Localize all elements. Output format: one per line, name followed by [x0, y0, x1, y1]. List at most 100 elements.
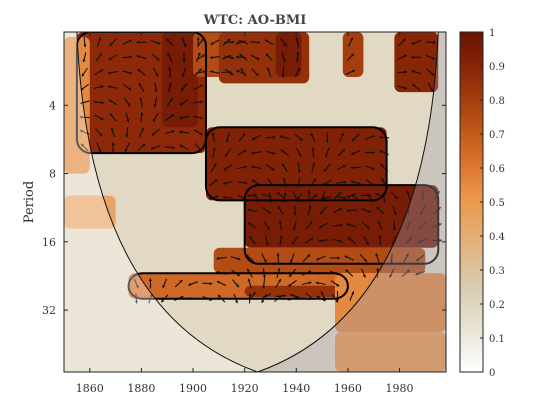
phase-arrow-head [272, 151, 276, 155]
phase-arrow-head [290, 259, 294, 263]
phase-arrow-head [216, 280, 220, 284]
phase-arrow-head [100, 85, 104, 89]
phase-arrow-head [124, 148, 128, 152]
phase-arrow-head [368, 193, 371, 198]
phase-arrow-head [281, 74, 285, 78]
phase-arrow-head [267, 210, 271, 214]
phase-arrow-head [310, 237, 314, 241]
colorbar-tick-label: 0.3 [489, 266, 505, 277]
phase-arrow-head [343, 180, 347, 184]
phase-arrow-head [228, 54, 232, 58]
phase-arrow-head [282, 59, 286, 63]
phase-arrow-head [154, 89, 158, 93]
phase-arrow-head [179, 116, 182, 120]
coi-shade-left [64, 32, 258, 372]
phase-arrow-head [278, 279, 281, 283]
phase-arrow-head [294, 196, 298, 200]
phase-arrow-head [247, 278, 251, 282]
phase-arrow-head [151, 132, 155, 136]
phase-arrow-head [168, 82, 172, 86]
phase-arrow-head [371, 135, 375, 139]
phase-arrow-head [235, 300, 238, 304]
phase-arrow-head [325, 154, 328, 158]
phase-arrow-head [240, 67, 244, 71]
x-tick-label: 1880 [127, 382, 155, 395]
coherence-cell [275, 32, 302, 77]
phase-arrow-head [244, 181, 248, 185]
y-tick-label: 4 [49, 99, 56, 112]
phase-arrow-head [108, 99, 112, 103]
phase-arrow-head [215, 195, 219, 199]
phase-arrow-head [283, 192, 287, 196]
phase-arrow-head [155, 73, 159, 77]
phase-arrow-head [142, 144, 146, 147]
phase-arrow-head [325, 139, 329, 143]
phase-arrow-head [288, 283, 292, 287]
phase-arrow-head [199, 132, 203, 135]
phase-arrow-head [230, 72, 234, 76]
y-tick-label: 16 [42, 236, 56, 249]
phase-arrow-head [210, 70, 213, 74]
phase-arrow-head [312, 162, 316, 166]
colorbar-tick-label: 0 [489, 368, 495, 379]
phase-arrow-head [252, 292, 256, 296]
phase-arrow-head [139, 97, 143, 101]
colorbar-tick-label: 0.5 [489, 198, 505, 209]
phase-arrow-head [101, 101, 104, 105]
phase-arrow-head [350, 37, 353, 41]
phase-arrow-head [110, 127, 114, 131]
phase-arrow-head [297, 169, 301, 173]
phase-arrow-head [153, 104, 157, 108]
phase-arrow-head [81, 143, 84, 147]
phase-arrow-head [265, 242, 269, 246]
coherence-cell [394, 32, 439, 93]
x-tick-label: 1980 [386, 382, 414, 395]
phase-arrow-head [412, 84, 416, 87]
phase-arrow-head [251, 165, 255, 169]
phase-arrow-head [308, 270, 312, 274]
phase-arrow-head [346, 208, 350, 213]
phase-arrow-head [108, 57, 112, 60]
phase-arrow-head [223, 181, 226, 185]
phase-arrow-head [411, 70, 415, 73]
phase-arrow-head [282, 163, 285, 167]
phase-arrow-head [340, 132, 344, 136]
coherence-cell [244, 285, 361, 297]
phase-arrow-head [196, 37, 200, 40]
phase-arrow-head [197, 52, 201, 56]
phase-arrow-head [200, 100, 204, 104]
phase-arrow-head [344, 255, 348, 259]
phase-arrow-head [256, 56, 260, 60]
y-axis-label: Period [22, 181, 37, 223]
phase-arrow-head [264, 39, 268, 43]
phase-arrow-head [283, 294, 286, 298]
phase-arrow-head [430, 88, 434, 92]
phase-arrow-head [319, 225, 323, 228]
phase-arrow-head [324, 168, 327, 172]
coherence-cell [64, 195, 116, 229]
phase-arrow-head [136, 40, 140, 44]
phase-arrow-head [211, 132, 215, 136]
phase-arrow-head [137, 69, 141, 72]
phase-arrow-head [377, 220, 381, 224]
x-tick-label: 1900 [179, 382, 207, 395]
phase-arrow-head [350, 180, 354, 184]
phase-arrow-head [411, 55, 414, 59]
phase-arrow-head [99, 133, 103, 137]
phase-arrow-head [225, 153, 228, 157]
phase-arrow-head [379, 135, 382, 139]
phase-arrow-head [263, 259, 267, 263]
phase-arrow-head [392, 227, 397, 231]
colorbar-axis: 0 0.1 0.2 0.3 0.4 0.5 0.6 0.7 0.8 0.9 1 [480, 28, 505, 379]
phase-arrow-head [236, 41, 239, 45]
phase-arrow-head [127, 103, 131, 107]
phase-arrow-head [342, 165, 346, 168]
phase-arrow-head [255, 72, 259, 76]
plot-frame [63, 31, 447, 373]
phase-arrow-head [141, 127, 144, 131]
phase-arrow-head [278, 206, 281, 210]
phase-arrow-head [100, 69, 104, 73]
phase-arrow-head [322, 196, 326, 200]
phase-arrow-head [161, 299, 165, 303]
x-tick-label: 1960 [334, 382, 362, 395]
